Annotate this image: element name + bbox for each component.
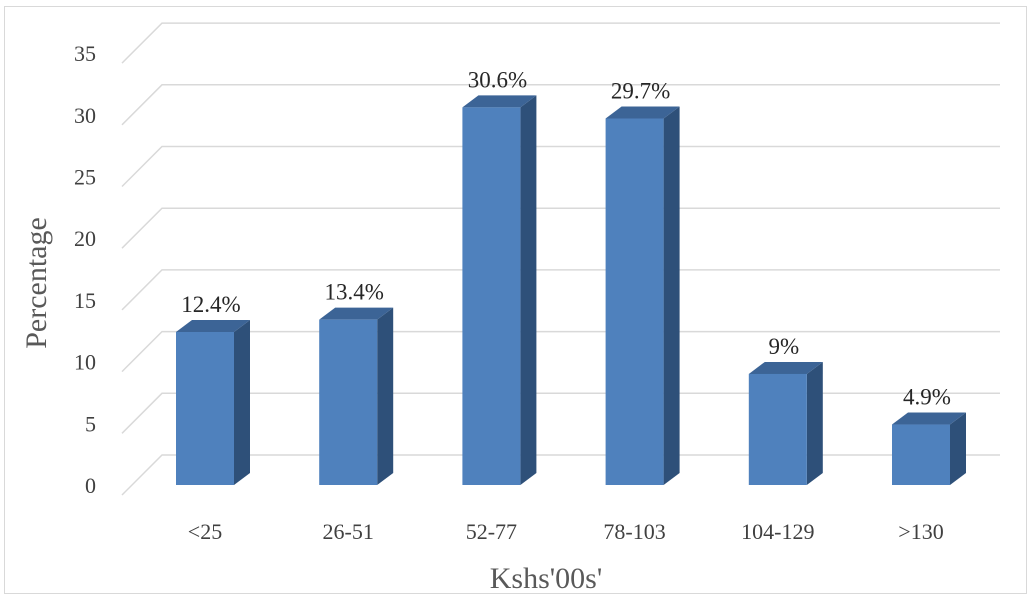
gridline <box>121 145 1000 188</box>
bar-2 <box>319 307 394 485</box>
bar-1 <box>176 319 250 485</box>
y-tick-label: 35 <box>74 41 96 66</box>
bar-top <box>748 361 823 374</box>
x-tick-label: 26-51 <box>323 519 374 544</box>
y-tick-label: 5 <box>85 411 96 436</box>
data-label: 12.4% <box>181 292 240 317</box>
x-tick-label: 78-103 <box>603 519 665 544</box>
x-tick-label: 104-129 <box>741 519 814 544</box>
x-tick-label: 52-77 <box>466 519 517 544</box>
x-axis-title: Kshs'00s' <box>490 562 603 595</box>
bars <box>176 95 966 486</box>
gridline <box>121 330 1000 373</box>
bar-4 <box>605 106 680 485</box>
y-tick-label: 0 <box>85 473 96 498</box>
bar-front <box>605 118 664 485</box>
data-label: 30.6% <box>468 67 527 92</box>
bar-top <box>462 95 537 108</box>
y-tick-label: 10 <box>74 350 96 375</box>
y-tick-label: 20 <box>74 226 96 251</box>
data-labels: 12.4% 13.4% 30.6% 29.7% 9% 4.9% <box>181 67 951 409</box>
data-label: 9% <box>768 334 799 359</box>
y-axis-ticks: 0 5 10 15 20 25 30 35 <box>74 41 96 498</box>
bar-side <box>234 319 250 485</box>
bar-top <box>319 307 394 320</box>
gridlines <box>121 22 1000 496</box>
bar-side <box>377 307 394 485</box>
bar-top <box>892 412 966 425</box>
y-tick-label: 15 <box>74 288 96 313</box>
gridline <box>121 22 1000 64</box>
bar-side <box>663 106 680 485</box>
y-tick-label: 25 <box>74 165 96 190</box>
bar-side <box>520 95 537 486</box>
gridline <box>121 269 1000 311</box>
x-tick-label: <25 <box>188 519 222 544</box>
data-label: 4.9% <box>903 385 951 410</box>
bar-side <box>806 361 823 485</box>
bar-5 <box>748 361 823 485</box>
y-axis-title: Percentage <box>20 217 53 349</box>
bar-3 <box>462 95 537 486</box>
data-label: 13.4% <box>324 280 383 305</box>
data-label: 29.7% <box>611 79 670 104</box>
x-axis-ticks: <25 26-51 52-77 78-103 104-129 >130 <box>188 519 944 544</box>
gridline <box>121 392 1000 434</box>
bar-side <box>950 412 966 485</box>
bar-6 <box>892 412 966 485</box>
gridline <box>121 207 1000 249</box>
gridline <box>121 84 1000 126</box>
bar-front <box>462 107 521 486</box>
bar-front <box>319 319 378 485</box>
bar-front <box>176 331 234 485</box>
x-tick-label: >130 <box>898 519 943 544</box>
bar-top <box>605 106 680 119</box>
gridline <box>121 454 1000 496</box>
bar-top <box>176 319 250 332</box>
bar-front <box>892 424 950 485</box>
y-tick-label: 30 <box>74 103 96 128</box>
bar-front <box>748 373 807 485</box>
